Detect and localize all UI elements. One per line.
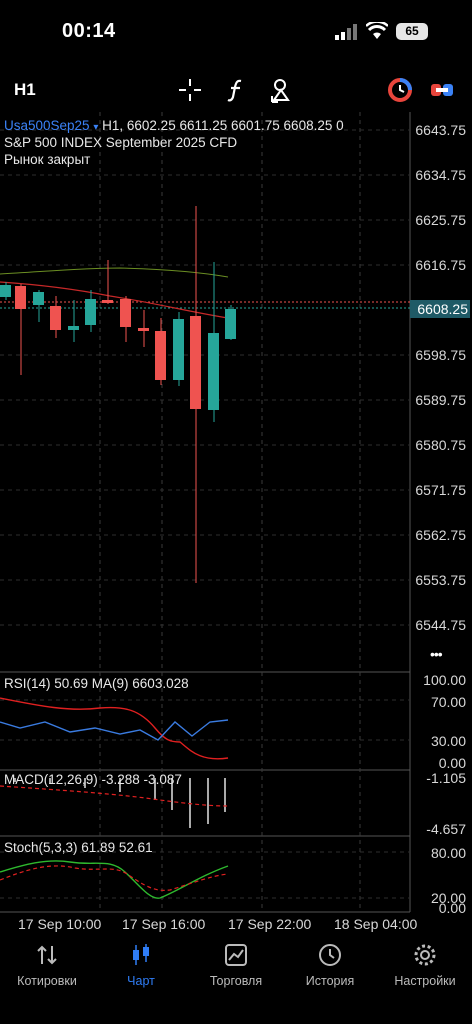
rsi-line — [0, 719, 229, 741]
signal-icon — [335, 24, 357, 40]
nav-label: История — [305, 974, 355, 988]
market-status: Рынок закрыт — [4, 152, 91, 167]
macd-histogram — [14, 778, 226, 828]
price-axis-label: 6634.75 — [415, 167, 466, 183]
stoch-label: Stoch(5,3,3) 61.89 52.61 — [4, 840, 153, 855]
candlesticks — [0, 206, 236, 583]
rsi-label: RSI(14) 50.69 MA(9) 6603.028 — [4, 676, 189, 691]
nav-label: Котировки — [17, 974, 77, 988]
price-axis-label: 6553.75 — [415, 572, 466, 588]
nav-chart[interactable]: Чарт — [94, 942, 188, 988]
symbol-dropdown-icon[interactable]: ▾ — [93, 122, 99, 133]
chart-symbol-line[interactable]: Usa500Sep25 ▾ H1, 6602.25 6611.25 6601.7… — [4, 118, 344, 133]
candles-icon — [133, 944, 149, 965]
trade-chart-icon — [225, 944, 247, 966]
time-axis-label: 17 Sep 22:00 — [228, 916, 312, 932]
indicators-function-icon[interactable] — [222, 76, 250, 104]
price-axis-label: 6625.75 — [415, 212, 466, 228]
bull-candle — [33, 292, 44, 305]
price-axis-label: 6589.75 — [415, 392, 466, 408]
time-axis-label: 17 Sep 10:00 — [18, 916, 102, 932]
timeframe-button[interactable]: H1 — [14, 80, 36, 99]
nav-label: Настройки — [394, 974, 456, 988]
ma-slow-line — [0, 267, 229, 278]
bull-candle — [225, 309, 236, 339]
one-click-trading-icon[interactable] — [428, 76, 456, 104]
objects-shapes-icon[interactable] — [268, 76, 296, 104]
wifi-icon — [366, 22, 388, 39]
bear-candle — [15, 286, 26, 309]
history-clock-icon — [319, 944, 341, 966]
stoch-signal-line — [0, 865, 229, 891]
stoch-main-line — [0, 860, 229, 899]
macd-level: -4.657 — [426, 821, 466, 837]
quotes-arrows-icon — [37, 945, 57, 965]
bull-candle — [208, 333, 219, 410]
bear-candle — [102, 300, 113, 303]
macd-signal-line — [0, 785, 229, 807]
price-axis-label: 6571.75 — [415, 482, 466, 498]
nav-settings[interactable]: Настройки — [378, 942, 472, 988]
rsi-ma-line — [0, 697, 229, 760]
symbol-name[interactable]: Usa500Sep25 — [4, 118, 90, 133]
bear-candle — [190, 316, 201, 409]
bull-candle — [85, 299, 96, 325]
macd-level: -1.105 — [426, 770, 466, 786]
bear-candle — [138, 328, 149, 331]
bear-candle — [155, 331, 166, 380]
bottom-navigation: Котировки Чарт Торговля История Настройк… — [0, 932, 472, 1024]
nav-label: Торговля — [209, 974, 263, 988]
rsi-level: 30.00 — [430, 733, 466, 749]
crosshair-icon[interactable] — [176, 76, 204, 104]
nav-trade[interactable]: Торговля — [189, 942, 283, 988]
price-axis-label: 6598.75 — [415, 347, 466, 363]
price-axis-label: 6562.75 — [415, 527, 466, 543]
bull-candle — [68, 326, 79, 330]
stoch-level: 80.00 — [430, 845, 466, 861]
settings-gear-icon — [414, 944, 436, 966]
nav-history[interactable]: История — [283, 942, 377, 988]
price-axis-label: 6580.75 — [415, 437, 466, 453]
symbol-description: S&P 500 INDEX September 2025 CFD — [4, 135, 238, 150]
stoch-level: 20.00 — [430, 890, 466, 906]
time-axis-label: 18 Sep 04:00 — [334, 916, 418, 932]
current-price-tag: 6608.25 — [410, 300, 470, 318]
rsi-level: 70.00 — [430, 694, 466, 710]
macd-label: MACD(12,26,9) -3.288 -3.087 — [4, 772, 182, 787]
signals-icon[interactable] — [386, 76, 414, 104]
stoch-level: 0.00 — [438, 900, 466, 916]
bull-candle — [173, 319, 184, 380]
nav-label: Чарт — [127, 974, 155, 988]
price-axis-label: 6643.75 — [415, 122, 466, 138]
rsi-level: 100.00 — [423, 672, 466, 688]
ohlc-values: H1, 6602.25 6611.25 6601.75 6608.25 0 — [102, 118, 344, 133]
price-chart[interactable] — [0, 0, 472, 932]
rsi-level: 0.00 — [438, 755, 466, 771]
bear-candle — [50, 306, 61, 330]
time-axis-label: 17 Sep 16:00 — [122, 916, 206, 932]
battery-indicator: 65 — [396, 23, 428, 40]
bear-candle — [120, 299, 131, 327]
nav-quotes[interactable]: Котировки — [0, 942, 94, 988]
price-axis-label: 6616.75 — [415, 257, 466, 273]
status-time: 00:14 — [62, 20, 116, 42]
ma-fast-line — [0, 281, 229, 319]
more-options-icon[interactable]: ••• — [430, 646, 443, 662]
bull-candle — [0, 285, 11, 297]
price-axis-label: 6544.75 — [415, 617, 466, 633]
vertical-grid — [99, 112, 361, 912]
